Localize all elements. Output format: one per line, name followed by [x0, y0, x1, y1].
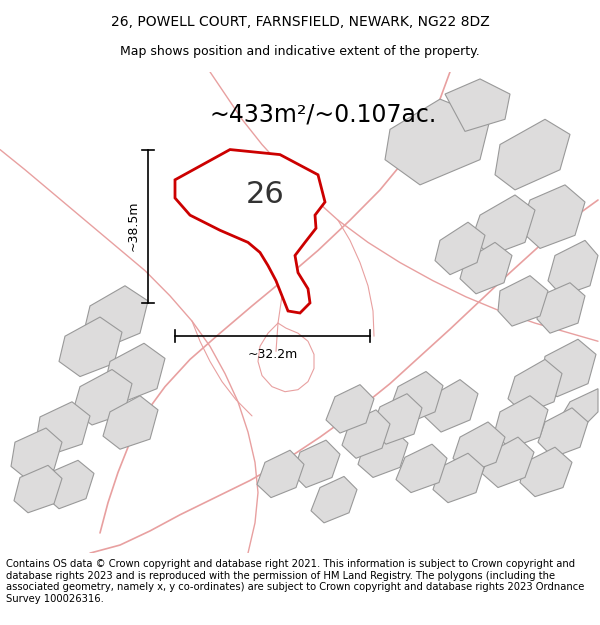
Text: ~38.5m: ~38.5m — [127, 201, 140, 251]
Text: ~433m²/~0.107ac.: ~433m²/~0.107ac. — [210, 102, 437, 126]
Polygon shape — [495, 119, 570, 190]
Polygon shape — [293, 440, 340, 488]
Polygon shape — [433, 453, 484, 503]
Polygon shape — [508, 359, 562, 414]
Polygon shape — [84, 286, 148, 348]
Polygon shape — [538, 408, 588, 458]
Polygon shape — [520, 185, 585, 248]
Text: Contains OS data © Crown copyright and database right 2021. This information is : Contains OS data © Crown copyright and d… — [6, 559, 584, 604]
Polygon shape — [44, 460, 94, 509]
Polygon shape — [311, 476, 357, 523]
Text: Map shows position and indicative extent of the property.: Map shows position and indicative extent… — [120, 45, 480, 58]
Text: 26: 26 — [245, 181, 284, 209]
Polygon shape — [435, 222, 485, 274]
Polygon shape — [73, 369, 132, 425]
Polygon shape — [326, 384, 374, 433]
Polygon shape — [482, 437, 534, 488]
Polygon shape — [460, 242, 512, 294]
Polygon shape — [59, 317, 122, 377]
Polygon shape — [396, 444, 447, 493]
Polygon shape — [498, 276, 548, 326]
Polygon shape — [520, 448, 572, 497]
Polygon shape — [36, 402, 90, 454]
Polygon shape — [14, 466, 62, 512]
Polygon shape — [371, 394, 422, 444]
Polygon shape — [548, 241, 598, 296]
Polygon shape — [104, 343, 165, 402]
Polygon shape — [558, 389, 598, 430]
Polygon shape — [11, 428, 62, 479]
Polygon shape — [385, 99, 490, 185]
Polygon shape — [103, 396, 158, 449]
Polygon shape — [537, 282, 585, 333]
Polygon shape — [424, 379, 478, 432]
Polygon shape — [175, 149, 325, 313]
Polygon shape — [494, 396, 548, 448]
Polygon shape — [472, 195, 535, 256]
Polygon shape — [541, 339, 596, 397]
Polygon shape — [390, 371, 443, 424]
Polygon shape — [342, 410, 390, 458]
Text: 26, POWELL COURT, FARNSFIELD, NEWARK, NG22 8DZ: 26, POWELL COURT, FARNSFIELD, NEWARK, NG… — [110, 14, 490, 29]
Polygon shape — [358, 429, 408, 478]
Polygon shape — [453, 422, 505, 472]
Polygon shape — [257, 450, 304, 498]
Text: ~32.2m: ~32.2m — [247, 348, 298, 361]
Polygon shape — [445, 79, 510, 131]
